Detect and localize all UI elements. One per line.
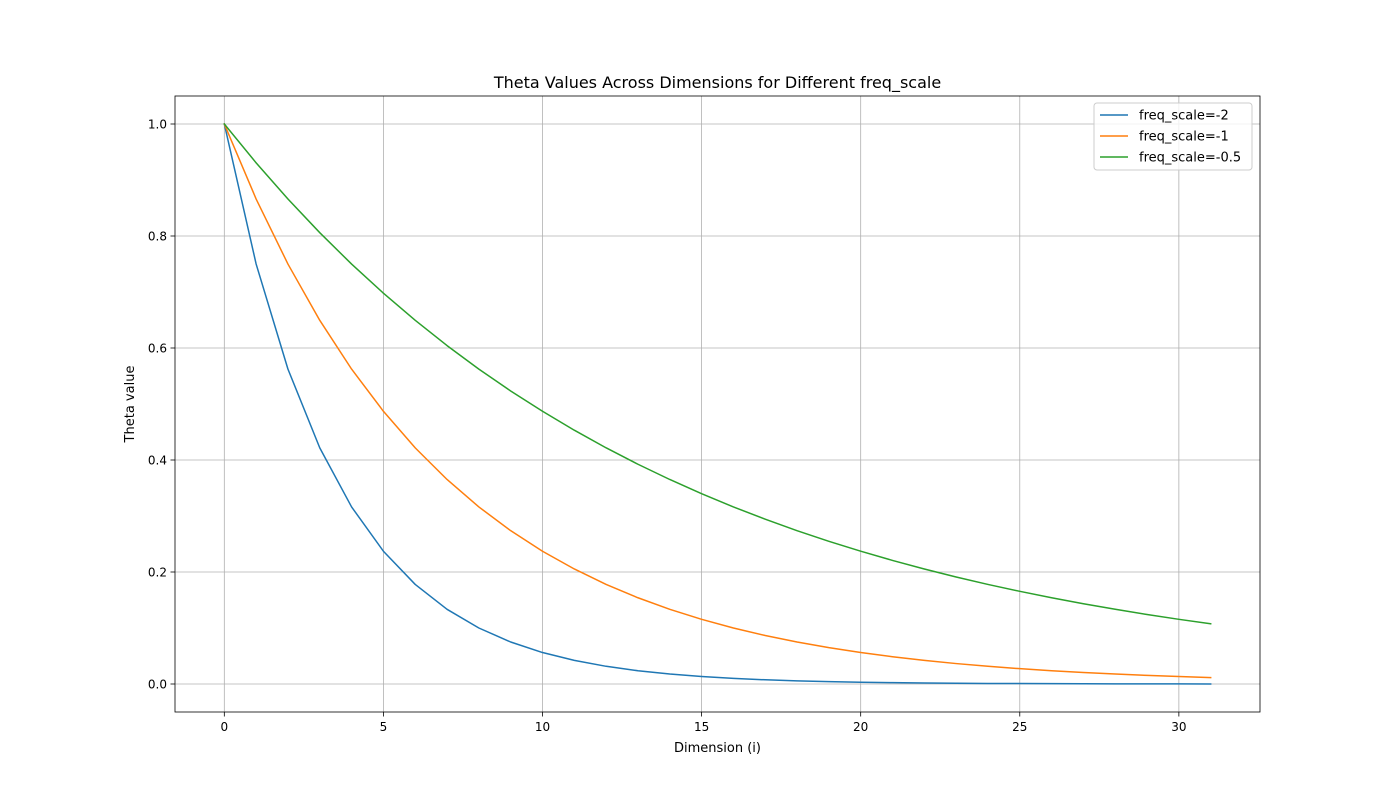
x-tick-label: 30 [1171,720,1186,734]
x-tick-label: 0 [220,720,228,734]
y-axis-label: Theta value [123,366,138,444]
y-tick-label: 0.4 [148,454,167,468]
grid [175,96,1260,712]
x-tick-label: 20 [853,720,868,734]
legend-label: freq_scale=-1 [1139,130,1229,145]
y-tick-label: 0.2 [148,566,167,580]
y-tick-label: 0.0 [148,678,167,692]
x-tick-label: 25 [1012,720,1027,734]
legend-label: freq_scale=-0.5 [1139,151,1241,166]
y-tick-label: 0.6 [148,342,167,356]
series-line-2 [223,122,1212,625]
y-tick-label: 0.8 [148,230,167,244]
legend: freq_scale=-2 freq_scale=-1 freq_scale=-0.… [1093,102,1253,171]
x-tick-label: 15 [694,720,709,734]
x-axis-label: Dimension (i) [674,741,761,756]
plot-area [223,122,1212,685]
legend-box [1093,102,1253,171]
x-axis: 0 5 10 15 20 25 30 [220,712,1187,734]
y-axis: 0.0 0.2 0.4 0.6 0.8 1.0 [148,118,175,692]
series-line-0 [223,123,1212,685]
y-tick-label: 1.0 [148,118,167,132]
chart-title: Theta Values Across Dimensions for Diffe… [493,73,941,93]
x-tick-label: 10 [535,720,550,734]
series-line-1 [223,123,1212,679]
x-tick-label: 5 [380,720,388,734]
legend-label: freq_scale=-2 [1139,109,1229,124]
axes-frame [174,95,1261,713]
